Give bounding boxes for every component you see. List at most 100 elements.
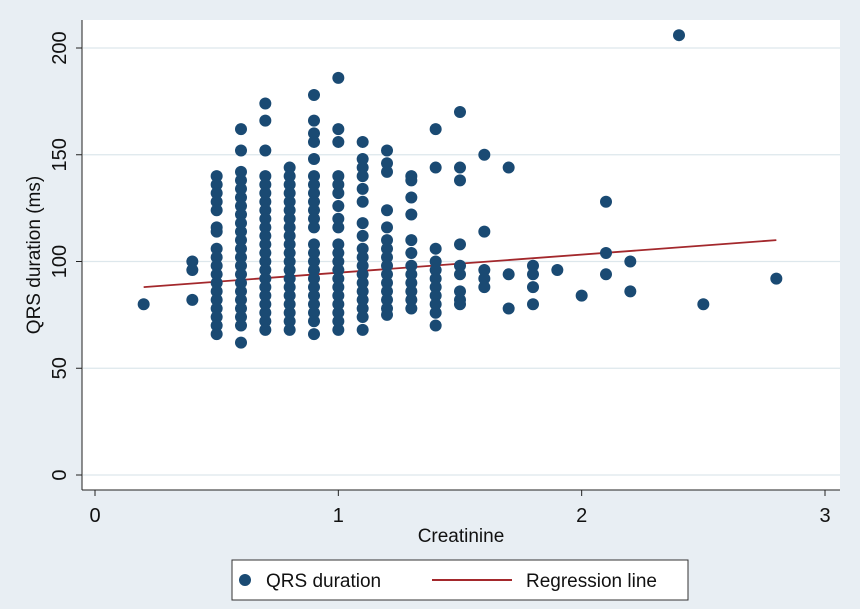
data-point (259, 306, 272, 319)
data-point (283, 306, 296, 319)
data-point (356, 195, 369, 208)
data-point (332, 323, 345, 336)
data-point (308, 315, 320, 328)
data-point (259, 315, 272, 328)
data-point (259, 229, 272, 242)
data-point (332, 281, 345, 294)
data-point (405, 174, 418, 187)
data-point (454, 285, 466, 298)
data-point (332, 123, 345, 136)
data-point (478, 148, 491, 161)
data-point (454, 259, 466, 272)
data-point (259, 272, 272, 285)
data-point (283, 212, 296, 225)
scatter-points (137, 29, 783, 349)
data-point (283, 298, 296, 311)
data-point (332, 71, 345, 84)
data-point (308, 246, 320, 259)
y-tick-label: 150 (49, 138, 71, 171)
data-point (283, 178, 296, 191)
data-point (259, 195, 272, 208)
data-point (429, 123, 442, 136)
data-point (210, 225, 223, 238)
data-point (308, 298, 320, 311)
data-point (454, 268, 466, 281)
data-point (235, 182, 247, 195)
data-point (283, 195, 296, 208)
data-point (405, 268, 418, 281)
data-point (308, 255, 320, 268)
legend-marker-qrs-duration (239, 574, 251, 586)
data-point (332, 212, 345, 225)
data-point (186, 264, 199, 277)
data-point (259, 246, 272, 259)
data-point (210, 178, 223, 191)
data-point (332, 221, 345, 234)
data-point (235, 242, 247, 255)
data-point (356, 285, 369, 298)
data-point (429, 289, 442, 302)
data-point (454, 174, 466, 187)
data-point (356, 182, 369, 195)
data-point (210, 285, 223, 298)
data-point (381, 276, 393, 289)
x-tick-label: 1 (333, 505, 344, 527)
data-point (308, 204, 320, 217)
data-point (210, 170, 223, 183)
data-point (527, 281, 539, 294)
data-point (259, 323, 272, 336)
data-point (454, 238, 466, 251)
data-point (235, 191, 247, 204)
data-point (308, 306, 320, 319)
data-point (235, 174, 247, 187)
data-point (308, 272, 320, 285)
data-point (210, 302, 223, 315)
data-point (210, 242, 223, 255)
data-point (502, 268, 515, 281)
data-point (283, 221, 296, 234)
data-point (356, 135, 369, 148)
data-point (332, 187, 345, 200)
data-point (405, 276, 418, 289)
data-point (429, 298, 442, 311)
data-point (283, 323, 296, 336)
data-point (210, 195, 223, 208)
data-point (405, 234, 418, 247)
data-point (137, 298, 150, 311)
data-point (210, 328, 223, 341)
data-point (259, 114, 272, 127)
data-point (283, 264, 296, 277)
data-point (235, 336, 247, 349)
ticks: 0 50 100 150 200 0 1 2 3 (49, 31, 831, 527)
data-point (210, 259, 223, 272)
data-point (210, 293, 223, 306)
data-point (283, 281, 296, 294)
data-point (624, 285, 637, 298)
data-point (429, 281, 442, 294)
data-point (381, 285, 393, 298)
data-point (405, 293, 418, 306)
y-tick-label: 0 (49, 469, 71, 480)
data-point (283, 246, 296, 259)
data-point (332, 135, 345, 148)
data-point (332, 238, 345, 251)
data-point (259, 238, 272, 251)
data-point (283, 255, 296, 268)
data-point (624, 255, 637, 268)
data-point (429, 255, 442, 268)
data-point (332, 199, 345, 212)
data-point (308, 135, 320, 148)
data-point (356, 311, 369, 324)
data-point (332, 255, 345, 268)
data-point (283, 238, 296, 251)
data-point (332, 170, 345, 183)
data-point (210, 187, 223, 200)
axes (81, 20, 840, 491)
data-point (259, 289, 272, 302)
data-point (381, 157, 393, 170)
data-point (235, 123, 247, 136)
y-tick-label: 200 (49, 31, 71, 64)
data-point (283, 170, 296, 183)
